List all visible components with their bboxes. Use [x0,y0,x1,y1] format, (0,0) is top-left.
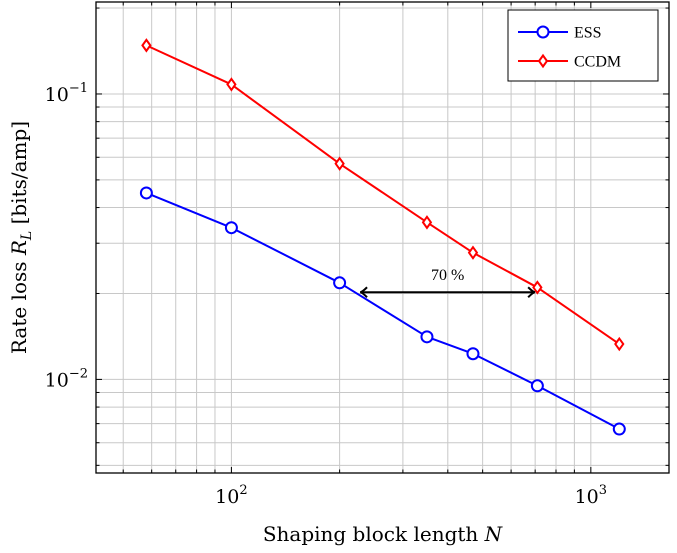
legend-entry-ess: ESS [518,25,602,42]
y-tick-label: 10−2 [45,366,88,391]
series-ccdm [141,38,625,352]
circle-marker-icon [536,25,550,39]
legend: ESS CCDM [507,9,659,82]
diamond-marker-icon [537,53,549,69]
data-point-ess [530,379,544,393]
data-point-ccdm [421,215,433,230]
data-point-ess [466,347,480,361]
arrowhead-left-icon [359,286,368,298]
legend-entry-ccdm: CCDM [518,54,621,71]
annotation-label: 70 % [431,267,464,284]
data-point-ess [333,276,347,290]
y-tick-label: 10−1 [45,81,88,106]
data-point-ess [139,186,153,200]
data-point-ccdm [141,38,152,53]
y-axis-label: Rate loss RL [bits/amp] [7,121,35,354]
annotation-arrow: 70 % [359,267,536,298]
data-point-ess [224,221,238,235]
x-tick-label: 103 [575,483,607,508]
legend-ess-label: ESS [574,25,602,42]
data-point-ccdm [467,245,479,260]
data-point-ccdm [334,156,345,171]
data-point-ccdm [614,336,625,352]
axis-ticks [96,2,669,473]
plot-frame [95,1,670,474]
legend-ccdm-label: CCDM [574,54,621,71]
arrowhead-right-icon [527,286,536,298]
series-line-ccdm [145,44,620,345]
tick-labels: 102 103 10−1 10−2 [45,81,607,508]
series-ess [139,186,626,436]
data-point-ccdm [532,280,543,295]
x-axis-label: Shaping block length N [263,522,504,546]
data-point-ess [612,422,626,436]
legend-box [507,9,659,82]
data-point-ccdm [226,77,237,92]
data-point-ess [420,330,434,344]
x-tick-label: 102 [215,483,247,508]
series-line-ess [146,192,620,430]
